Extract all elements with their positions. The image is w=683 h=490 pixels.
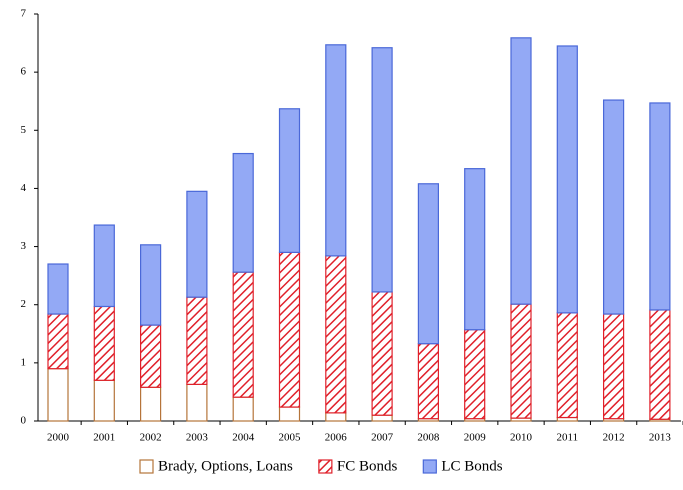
bar-segment: [510, 303, 532, 419]
legend-label: Brady, Options, Loans: [158, 458, 293, 474]
bar-segment: [464, 168, 486, 331]
bar-segment: [325, 412, 347, 422]
bar-segment: [140, 244, 162, 326]
x-tick-label: 2008: [417, 432, 440, 444]
bar-segment: [649, 102, 671, 311]
x-tick-label: 2010: [510, 432, 533, 444]
x-tick-label: 2001: [93, 432, 115, 444]
bar-segment: [649, 309, 671, 420]
legend-swatch: [318, 459, 333, 474]
bar-segment: [47, 313, 69, 370]
bar-segment: [417, 183, 439, 345]
bar-segment: [93, 379, 115, 422]
bar-segment: [371, 291, 393, 416]
y-tick-label: 2: [21, 298, 27, 310]
bar-segment: [93, 224, 115, 308]
legend-swatch: [422, 459, 437, 474]
y-tick-label: 4: [21, 182, 27, 194]
x-tick-label: 2002: [140, 432, 162, 444]
bar-segment: [371, 47, 393, 293]
y-tick-label: 0: [21, 415, 27, 427]
bar-segment: [510, 37, 532, 305]
x-tick-label: 2011: [557, 432, 579, 444]
x-tick-label: 2013: [649, 432, 672, 444]
x-tick-label: 2000: [47, 432, 70, 444]
bar-segment: [186, 296, 208, 385]
bar-segment: [47, 368, 69, 422]
bar-segment: [464, 329, 486, 420]
y-tick-label: 5: [21, 124, 27, 136]
bar-segment: [371, 414, 393, 422]
bar-segment: [47, 263, 69, 315]
x-tick-label: 2004: [232, 432, 255, 444]
bar-segment: [93, 305, 115, 381]
x-tick-label: 2007: [371, 432, 394, 444]
y-tick-label: 6: [21, 66, 27, 78]
x-tick-label: 2009: [464, 432, 487, 444]
bar-segment: [417, 343, 439, 420]
bar-segment: [602, 99, 625, 315]
bar-segment: [232, 396, 254, 422]
bar-segment: [232, 152, 254, 273]
bar-segment: [556, 312, 578, 419]
bar-segment: [140, 386, 162, 422]
legend-label: FC Bonds: [337, 458, 398, 474]
bar-segment: [602, 313, 625, 420]
x-tick-label: 2003: [186, 432, 209, 444]
x-tick-label: 2005: [279, 432, 302, 444]
bar-segment: [278, 251, 301, 408]
bar-segment: [186, 383, 208, 422]
bar-segment: [232, 271, 254, 398]
y-tick-label: 7: [21, 8, 27, 20]
y-tick-label: 1: [21, 356, 27, 368]
bar-segment: [140, 324, 162, 388]
y-tick-label: 3: [21, 240, 27, 252]
bar-segment: [556, 45, 578, 314]
x-tick-label: 2006: [325, 432, 348, 444]
bar-segment: [325, 255, 347, 414]
bar-segment: [186, 190, 208, 298]
bar-segment: [278, 108, 301, 253]
legend-label: LC Bonds: [441, 458, 502, 474]
legend-swatch: [139, 459, 154, 474]
x-tick-label: 2012: [603, 432, 625, 444]
bar-segment: [278, 406, 301, 422]
bar-segment: [325, 44, 347, 257]
